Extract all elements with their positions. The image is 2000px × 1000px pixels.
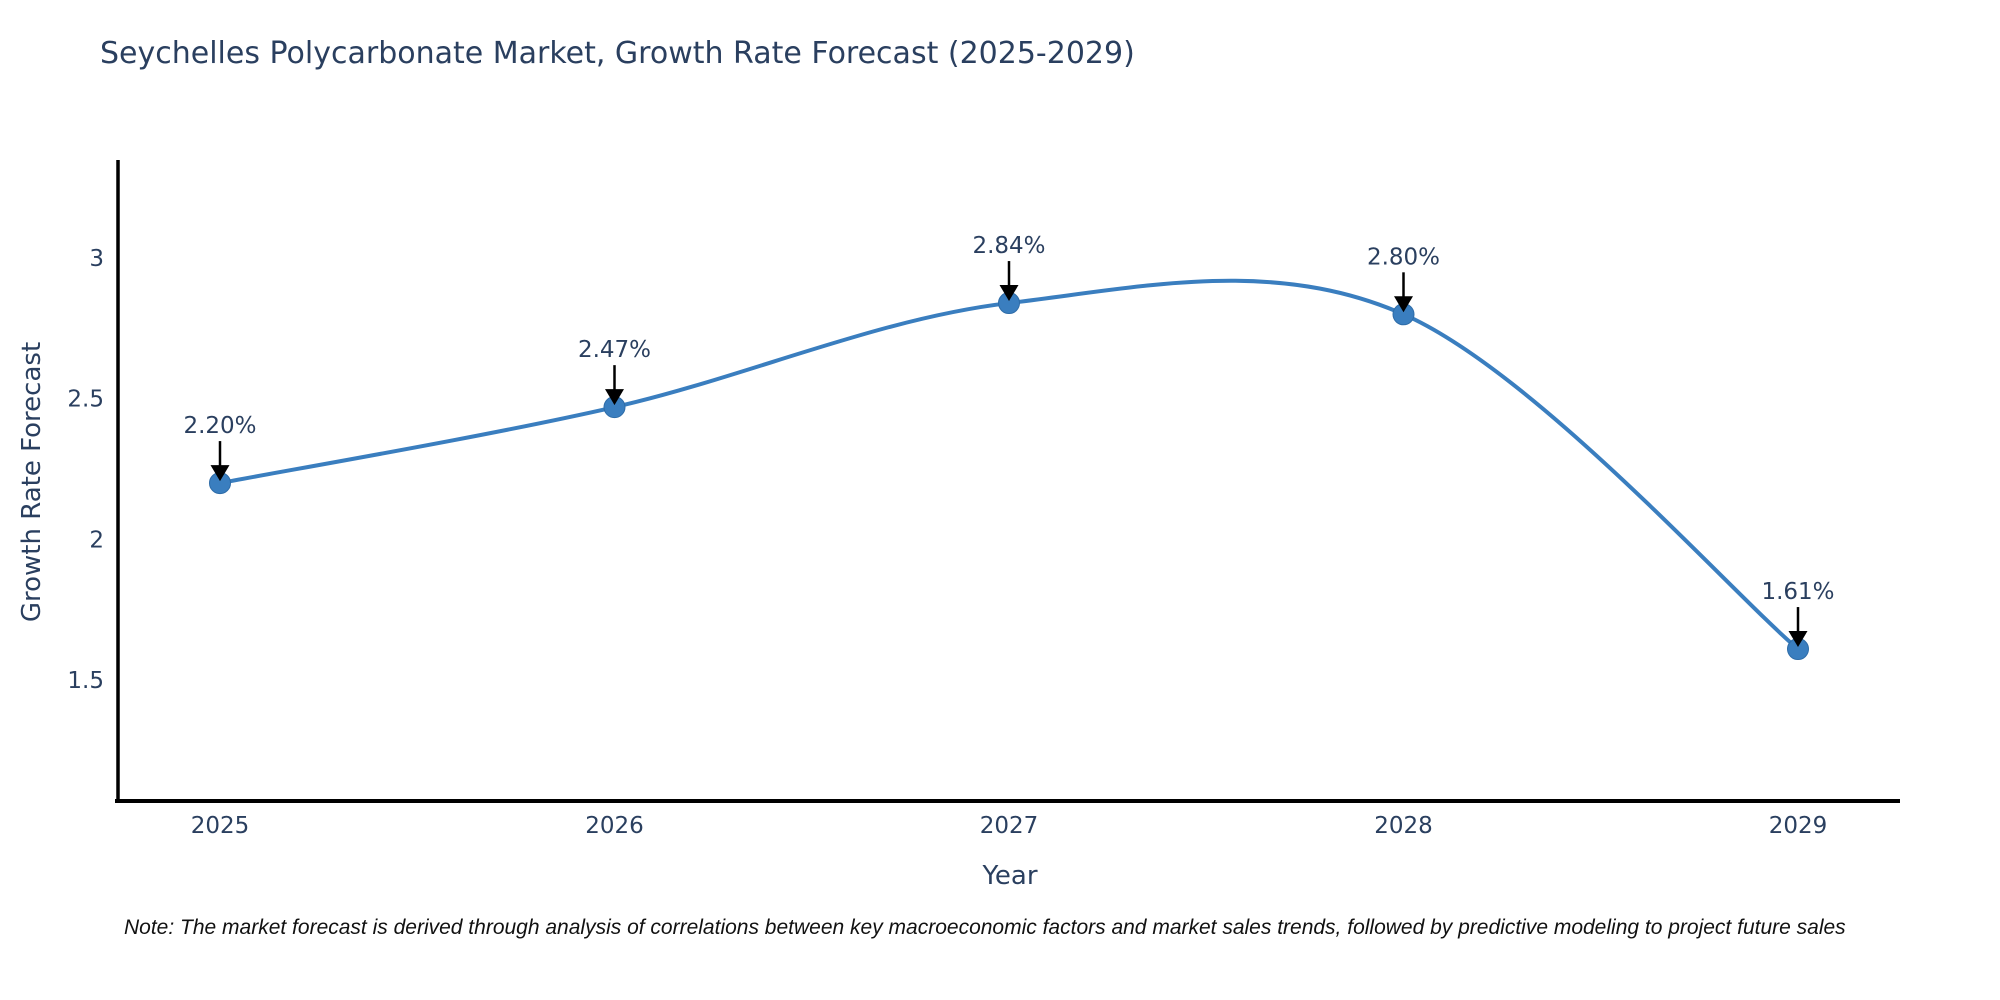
point-annotation: 2.84% [972, 233, 1045, 259]
annotation-arrowhead-icon [210, 465, 230, 482]
point-annotation: 2.20% [183, 413, 256, 439]
annotation-arrowhead-icon [1788, 631, 1808, 648]
y-tick-label: 2 [89, 527, 104, 553]
x-tick-label: 2027 [980, 813, 1039, 839]
y-tick-label: 1.5 [67, 668, 104, 694]
x-axis-title: Year [982, 861, 1038, 891]
annotation-arrowhead-icon [605, 389, 624, 406]
trend-line [218, 278, 1800, 652]
point-annotation: 1.61% [1761, 579, 1834, 605]
footnote: Note: The market forecast is derived thr… [124, 916, 1846, 939]
x-tick-label: 2029 [1769, 813, 1828, 839]
x-tick-label: 2026 [585, 813, 644, 839]
chart-title: Seychelles Polycarbonate Market, Growth … [100, 36, 1135, 71]
x-tick-label: 2025 [191, 813, 250, 839]
point-annotation: 2.80% [1367, 244, 1440, 270]
annotation-arrowhead-icon [1394, 296, 1413, 313]
y-tick-label: 3 [89, 246, 104, 272]
annotation-arrowhead-icon [999, 285, 1019, 302]
point-annotation: 2.47% [578, 337, 651, 363]
y-tick-label: 2.5 [67, 387, 104, 413]
x-tick-label: 2028 [1374, 813, 1433, 839]
